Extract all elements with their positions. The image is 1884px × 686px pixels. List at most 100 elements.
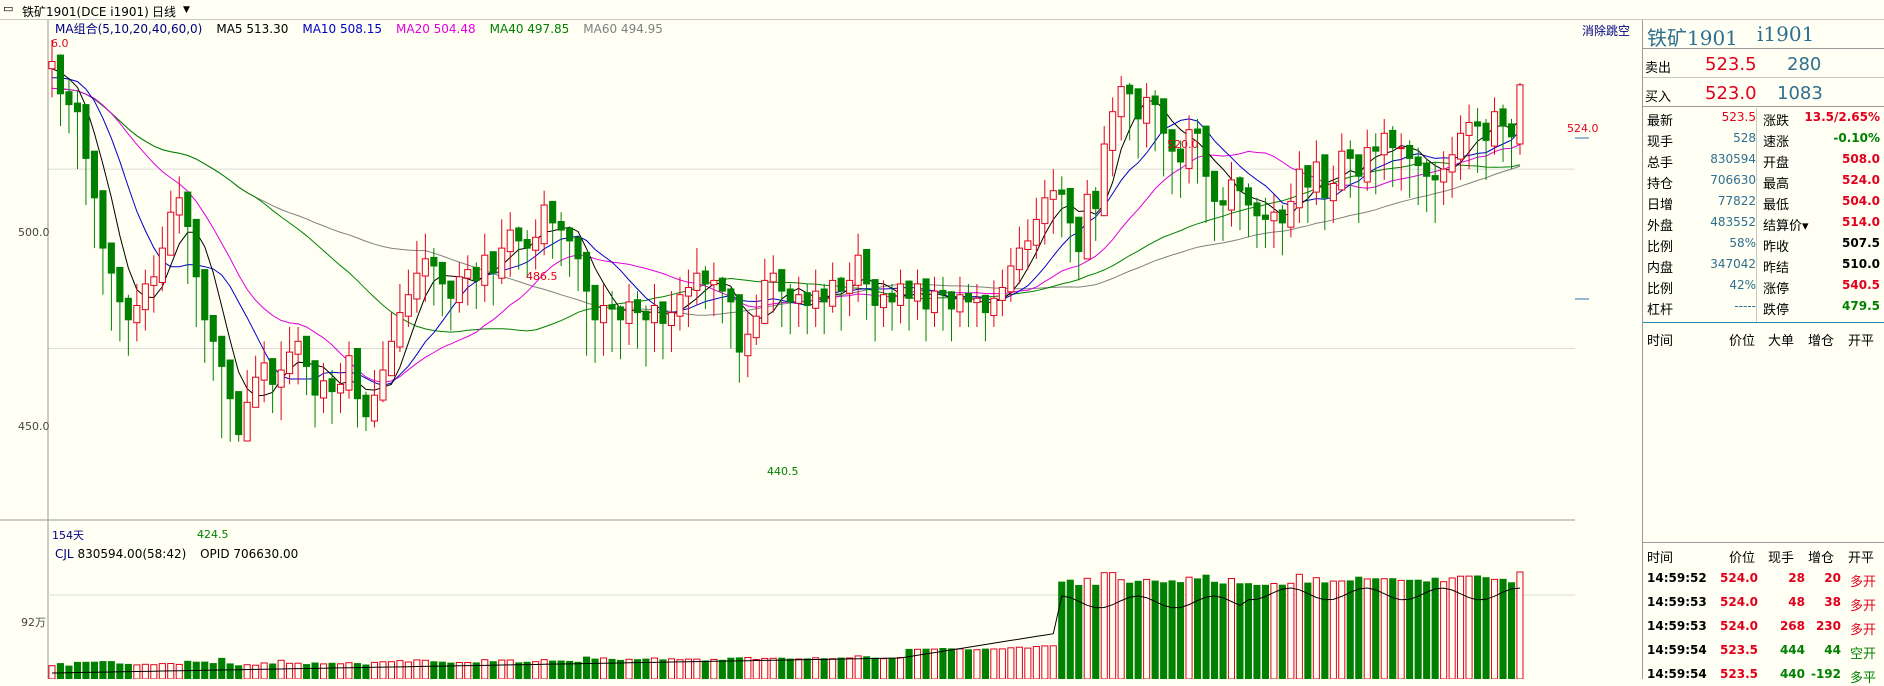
candle-body (379, 369, 387, 401)
volume-bar (591, 658, 599, 679)
trade-header-cell[interactable]: 增仓 (1808, 551, 1835, 566)
trade-header-cell[interactable]: 现手 (1768, 551, 1795, 566)
candle-body (684, 287, 693, 297)
trade-header-cell[interactable]: 增仓 (1808, 334, 1835, 349)
candle-body (659, 301, 667, 324)
trade-header-cell[interactable]: 开平 (1848, 551, 1875, 566)
volume-bar (1304, 582, 1312, 679)
volume-bar (1355, 576, 1363, 679)
volume-bar (404, 661, 412, 679)
stat-label: 跌停 (1763, 303, 1790, 318)
volume-bar (1397, 579, 1405, 679)
volume-bar (981, 648, 990, 679)
volume-bar (1015, 646, 1023, 679)
volume-bar (1440, 581, 1448, 679)
volume-bar (430, 661, 438, 679)
candle-body (1389, 129, 1397, 149)
candle-body (676, 294, 684, 317)
volume-bar (1516, 571, 1524, 679)
volume-bar (286, 662, 294, 679)
stat-label: 速涨 (1763, 135, 1790, 150)
buy-qty: 1083 (1777, 83, 1823, 104)
candle-body (362, 394, 370, 418)
volume-bar (1508, 582, 1516, 679)
tick-type: 多开 (1850, 575, 1877, 590)
volume-bar (880, 658, 888, 679)
trade-header-cell[interactable]: 时间 (1647, 334, 1674, 349)
volume-bar (710, 658, 718, 679)
volume-bar (617, 659, 625, 679)
ma-legend-item: MA10 508.15 (302, 22, 382, 36)
candle-body (880, 294, 888, 309)
volume-bar (863, 656, 871, 679)
candle-body (981, 294, 990, 314)
candle-body (73, 102, 82, 113)
stat-label: 最低 (1763, 198, 1790, 213)
volume-bar (1414, 579, 1422, 679)
stat-label: 内盘 (1647, 261, 1674, 276)
candle-body (990, 297, 998, 316)
candle-body (413, 272, 421, 300)
trade-header-cell[interactable]: 大单 (1768, 334, 1795, 349)
stat-value: 514.0 (1842, 215, 1880, 229)
candle-body (947, 291, 956, 310)
volume-axis-label: 92万 (21, 616, 46, 629)
ma-legend: MA组合(5,10,20,40,60,0) MA5 513.30 MA10 508.… (55, 20, 663, 37)
volume-bar (235, 665, 243, 679)
stat-label: 昨收 (1763, 240, 1790, 255)
period-dropdown-icon[interactable]: ▼ (183, 5, 190, 15)
tick-price: 523.5 (1720, 667, 1758, 681)
candle-body (1024, 240, 1032, 250)
stat-label: 结算价▾ (1763, 219, 1809, 234)
stat-label: 日增 (1647, 198, 1674, 213)
candle-body (90, 150, 99, 199)
volume-bar (1126, 582, 1134, 679)
candle-body (1143, 96, 1151, 124)
volume-bar (1066, 579, 1074, 679)
stat-value: 42% (1729, 278, 1756, 292)
candle-body (1499, 108, 1507, 127)
period-label[interactable]: 日线 (152, 5, 177, 19)
trade-header-cell[interactable]: 价位 (1729, 551, 1756, 566)
clear-gap-button[interactable]: 消除跳空 (1582, 24, 1631, 38)
trade-header-cell[interactable]: 价位 (1729, 334, 1756, 349)
volume-bar (464, 662, 472, 679)
volume-bar (778, 657, 786, 679)
trade-header: 时间 价位 现手 增仓 开平 (1643, 547, 1884, 566)
volume-bar (1049, 645, 1057, 679)
stat-value: 479.5 (1842, 299, 1880, 313)
volume-legend: CJL 830594.00(58:42) OPID 706630.00 (55, 547, 298, 561)
candle-body (294, 340, 302, 355)
candle-body (124, 297, 132, 321)
volume-bar (1236, 583, 1244, 679)
stat-value: 13.5/2.65% (1804, 110, 1880, 124)
low-label-424: 424.5 (197, 528, 229, 541)
candle-body (464, 269, 472, 279)
window-menu-icon[interactable]: ▭ (3, 2, 14, 15)
volume-bar (650, 657, 659, 679)
candle-body (1380, 132, 1388, 156)
volume-bar (1448, 577, 1456, 679)
volume-bar (455, 662, 463, 679)
candle-body (430, 256, 438, 267)
volume-bar (914, 648, 922, 679)
volume-bar (795, 658, 803, 679)
trade-header-cell[interactable]: 时间 (1647, 551, 1674, 566)
divider (1756, 108, 1757, 322)
candle-body (116, 266, 124, 303)
sell-qty: 280 (1787, 54, 1822, 75)
candlestick-chart[interactable] (0, 20, 1642, 679)
candle-body (667, 312, 676, 327)
tick-qty: 48 (1788, 595, 1805, 609)
candle-body (235, 391, 243, 436)
candle-body (1516, 84, 1524, 145)
volume-bar (701, 660, 709, 679)
candle-body (226, 359, 234, 400)
trade-header-cell[interactable]: 开平 (1848, 334, 1875, 349)
volume-bar (846, 657, 854, 679)
volume-bar (1185, 576, 1193, 679)
candle-body (243, 401, 251, 442)
volume-bar (1482, 577, 1490, 679)
volume-bar (56, 663, 65, 679)
volume-bar (294, 662, 302, 679)
